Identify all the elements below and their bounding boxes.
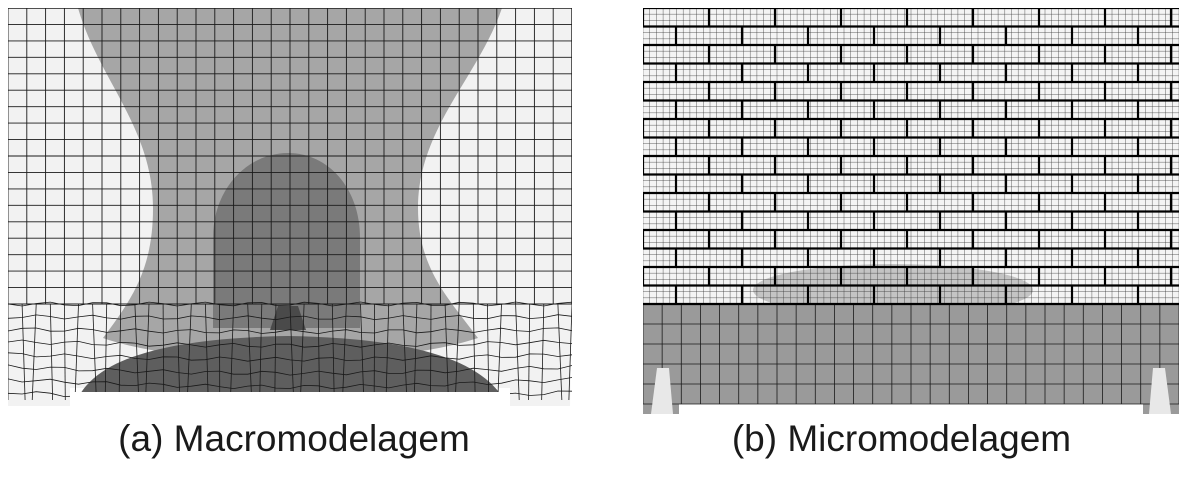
contour-peak — [270, 306, 306, 330]
contour-bottom — [78, 336, 503, 403]
caption-micromodel: (b) Micromodelagem — [731, 418, 1072, 459]
micromodel-mesh-figure — [643, 8, 1179, 414]
gap — [70, 392, 510, 406]
gap — [679, 405, 1143, 414]
caption-macromodel: (a) Macromodelagem — [118, 418, 470, 459]
micromodel-brick-joints — [643, 8, 1179, 306]
contour-dome — [213, 153, 360, 328]
micromodel-mesh-svg — [643, 8, 1179, 414]
support-right — [1149, 368, 1171, 414]
support-left — [651, 368, 673, 414]
macromodel-mesh-svg — [8, 8, 572, 406]
macromodel-mesh-figure — [8, 8, 572, 406]
macromodel-mesh-lines — [8, 8, 572, 406]
